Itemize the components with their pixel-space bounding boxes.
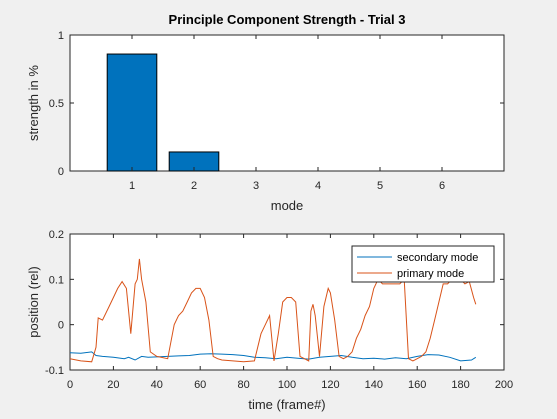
- line-xtick-label: 20: [107, 379, 119, 391]
- line-ytick-label: 0.2: [49, 229, 64, 241]
- line-ytick-label: -0.1: [45, 365, 64, 377]
- bar-chart-axes: Principle Component Strength - Trial 3 1…: [26, 12, 505, 213]
- line-chart-ylabel: position (rel): [26, 266, 41, 338]
- bar-xtick-label: 4: [315, 180, 321, 192]
- line-chart-axes: 0 20 40 60 80 100 120 140 160 180 200 -0.100.10.2 …: [26, 229, 513, 412]
- line-xtick-label: 200: [495, 379, 513, 391]
- bar-ytick-label: 0.5: [49, 98, 64, 110]
- legend-box: [351, 245, 495, 283]
- line-xtick-label: 40: [151, 379, 163, 391]
- bar-xtick-label: 6: [439, 180, 445, 192]
- line-chart-xlabel: time (frame#): [248, 397, 325, 412]
- line-ytick-label: 0: [58, 320, 64, 332]
- bar-chart-xlabel: mode: [271, 198, 304, 213]
- legend: secondary mode primary mode: [351, 245, 495, 283]
- line-xtick-label: 60: [194, 379, 206, 391]
- line-xtick-label: 140: [365, 379, 383, 391]
- bar-xtick-label: 2: [191, 180, 197, 192]
- bar-xtick-label: 5: [377, 180, 383, 192]
- line-xtick-label: 180: [451, 379, 469, 391]
- bar-xtick-label: 1: [129, 180, 135, 192]
- line-xtick-label: 100: [278, 379, 296, 391]
- line-xtick-label: 120: [321, 379, 339, 391]
- bar-xtick-label: 3: [253, 180, 259, 192]
- line-xtick-label: 160: [408, 379, 426, 391]
- bar-mode-1: [106, 53, 158, 172]
- line-xtick-label: 80: [237, 379, 249, 391]
- line-xtick-label: 0: [67, 379, 73, 391]
- legend-label-primary-mode: primary mode: [397, 268, 464, 280]
- line-ytick-label: 0.1: [49, 274, 64, 286]
- bar-ytick-label: 0: [58, 166, 64, 178]
- bar-chart-ylabel: strength in %: [26, 65, 41, 141]
- legend-label-secondary-mode: secondary mode: [397, 252, 478, 264]
- bar-ytick-label: 1: [58, 30, 64, 42]
- bar-chart-title: Principle Component Strength - Trial 3: [169, 12, 406, 27]
- series-line-primary-mode: [69, 258, 477, 363]
